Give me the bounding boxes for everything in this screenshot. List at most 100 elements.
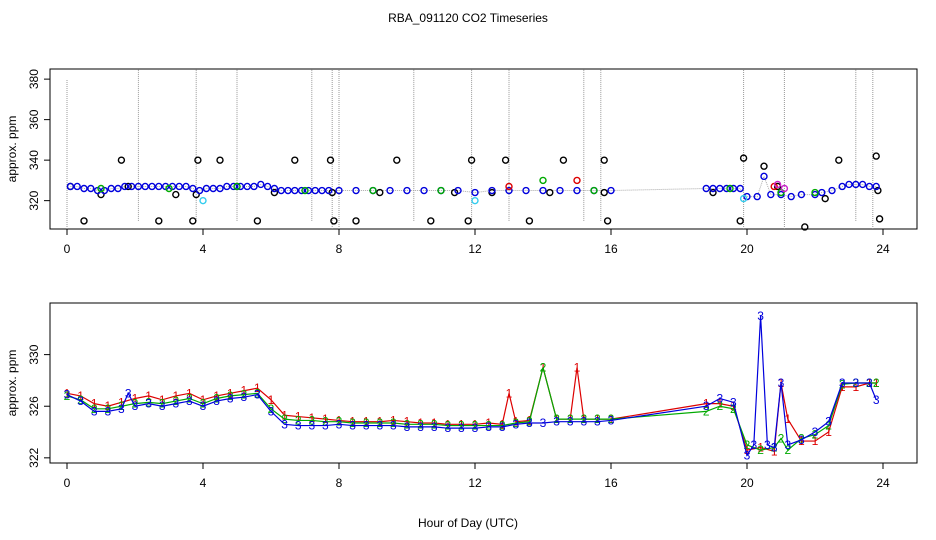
- series-1-label: 1: [444, 417, 451, 431]
- blue-point: [236, 182, 245, 191]
- x-tick-label: 20: [740, 242, 754, 256]
- black-point: [546, 188, 554, 197]
- green-point: [726, 184, 734, 193]
- series-2-label: 2: [308, 413, 315, 427]
- blue-point: [263, 182, 272, 191]
- series-1-label: 1: [227, 386, 234, 400]
- blue-point: [202, 184, 211, 193]
- series-3-label: 3: [771, 441, 778, 455]
- blue-point: [852, 180, 860, 189]
- black-point: [427, 217, 435, 225]
- series-2-label: 2: [730, 402, 737, 416]
- series-3-label: 3: [295, 419, 302, 433]
- blue-point: [155, 182, 163, 191]
- y-tick-label: 340: [27, 150, 41, 170]
- series-2-label: 2: [512, 416, 519, 430]
- blue-point: [223, 182, 231, 191]
- series-1-label: 1: [499, 417, 506, 431]
- series-3-label: 3: [308, 419, 315, 433]
- blue-point: [284, 186, 292, 195]
- series-1-label: 1: [404, 415, 411, 429]
- blue-point: [141, 182, 149, 191]
- blue-point: [420, 186, 428, 195]
- cyan-point: [199, 196, 207, 205]
- series-2-label: 2: [404, 417, 411, 431]
- cyan-point: [739, 194, 748, 203]
- x-tick-label: 8: [336, 476, 343, 490]
- series-1-label: 1: [159, 393, 166, 407]
- series-1-label: 1: [308, 411, 315, 425]
- series-1-label: 1: [506, 386, 513, 400]
- series-3-label: 3: [186, 394, 193, 408]
- black-point: [736, 217, 744, 225]
- series-1-label: 1: [873, 376, 880, 390]
- black-point: [117, 156, 126, 164]
- blue-point: [195, 186, 204, 195]
- series-3-label: 3: [472, 421, 479, 435]
- blue-point: [722, 184, 731, 193]
- series-2-label: 2: [77, 393, 84, 407]
- series-3-label: 3: [132, 399, 139, 413]
- blue-point: [787, 192, 795, 201]
- series-1-label: 1: [472, 417, 479, 431]
- blue-point: [257, 180, 265, 189]
- series-3-label: 3: [417, 420, 424, 434]
- series-3-label: 3: [390, 419, 397, 433]
- x-tick-label: 16: [604, 242, 618, 256]
- blue-point: [107, 184, 115, 193]
- series-1-label: 1: [716, 397, 723, 411]
- series-1-label: 1: [336, 413, 343, 427]
- series-2-label: 2: [444, 419, 451, 433]
- blue-point: [838, 182, 846, 191]
- series-1-label: 1: [200, 393, 207, 407]
- black-point: [291, 156, 299, 164]
- series-3-label: 3: [852, 376, 859, 390]
- series-2-label: 2: [485, 419, 492, 433]
- series-3-label: 3: [866, 376, 873, 390]
- y-tick-label: 326: [27, 396, 41, 416]
- series-3-label: 3: [594, 415, 601, 429]
- series-3-label: 3: [730, 395, 737, 409]
- black-point: [603, 217, 612, 225]
- green-point: [437, 186, 445, 195]
- series-1-label: 1: [104, 399, 111, 413]
- series-2-label: 2: [132, 397, 139, 411]
- series-2-label: 2: [594, 412, 601, 426]
- series-3-label: 3: [812, 425, 819, 439]
- series-2-label: 2: [227, 389, 234, 403]
- red-point: [505, 182, 513, 191]
- black-point: [709, 188, 717, 197]
- cyan-point: [471, 196, 479, 205]
- blue-point: [189, 184, 197, 193]
- series-3-label: 3: [281, 417, 288, 431]
- blue-point: [403, 186, 411, 195]
- series-3-label: 3: [744, 448, 751, 462]
- series-3-label: 3: [458, 421, 465, 435]
- series-3-label: 3: [172, 397, 179, 411]
- series-2-label: 2: [213, 391, 220, 405]
- series-3-label: 3: [376, 419, 383, 433]
- blue-point: [311, 186, 319, 195]
- series-1-label: 1: [240, 384, 247, 398]
- x-tick-label: 24: [876, 242, 890, 256]
- series-1-label: 1: [458, 417, 465, 431]
- blue-point: [127, 182, 136, 191]
- series-2-line: [66, 367, 877, 452]
- black-point: [80, 217, 88, 225]
- series-1-label: 1: [77, 389, 84, 403]
- magenta-point: [780, 184, 789, 193]
- blue-point: [182, 182, 190, 191]
- series-1-label: 1: [730, 399, 737, 413]
- series-2-label: 2: [417, 417, 424, 431]
- series-1-label: 1: [512, 415, 519, 429]
- blue-point: [471, 188, 479, 197]
- series-1-label: 1: [431, 416, 438, 430]
- series-2-label: 2: [91, 402, 98, 416]
- series-2-label: 2: [798, 431, 805, 445]
- series-2-label: 2: [526, 415, 533, 429]
- blue-point: [872, 182, 880, 191]
- series-3-label: 3: [213, 394, 220, 408]
- series-3-label: 3: [750, 438, 757, 452]
- blue-point: [134, 182, 143, 191]
